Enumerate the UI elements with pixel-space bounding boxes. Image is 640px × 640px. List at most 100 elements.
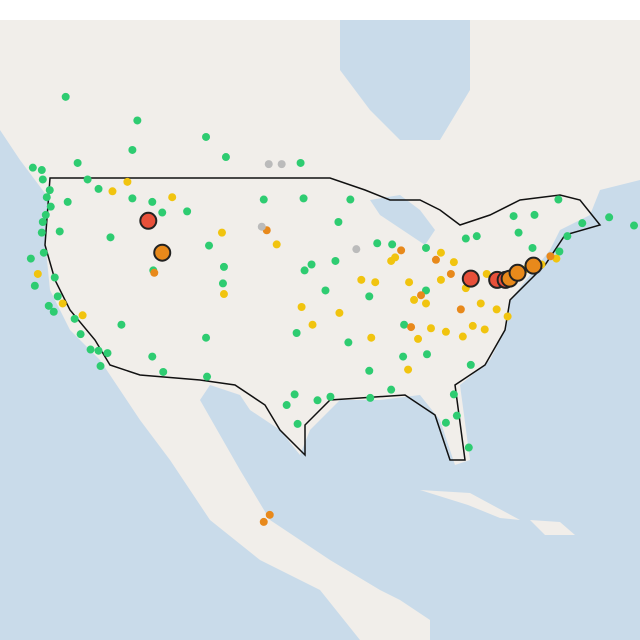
monitor-point xyxy=(326,392,335,401)
monitor-point xyxy=(139,211,158,230)
monitor-point xyxy=(344,338,353,347)
monitor-point xyxy=(26,254,35,263)
monitor-point xyxy=(563,232,572,241)
monitor-point xyxy=(367,333,376,342)
monitor-point xyxy=(218,279,227,288)
monitor-point xyxy=(55,227,64,236)
monitor-point xyxy=(476,299,485,308)
monitor-point xyxy=(436,248,445,257)
monitor-point xyxy=(530,210,539,219)
monitor-point xyxy=(514,228,523,237)
monitor-point xyxy=(219,262,228,271)
monitor-point xyxy=(38,175,47,184)
monitor-point xyxy=(400,320,409,329)
monitor-point xyxy=(41,210,50,219)
monitor-point xyxy=(546,252,555,261)
monitor-point xyxy=(452,411,461,420)
monitor-point xyxy=(50,273,59,282)
monitor-point xyxy=(83,175,92,184)
monitor-point xyxy=(397,246,406,255)
monitor-point xyxy=(365,366,374,375)
monitor-point xyxy=(45,186,54,195)
monitor-point xyxy=(480,325,489,334)
monitor-point xyxy=(371,278,380,287)
monitor-point xyxy=(464,443,473,452)
monitor-point xyxy=(313,396,322,405)
monitor-point xyxy=(123,177,132,186)
monitor-point xyxy=(321,286,330,295)
monitor-point xyxy=(387,256,396,265)
monitor-point xyxy=(202,333,211,342)
monitor-point xyxy=(103,349,112,358)
monitor-point xyxy=(458,332,467,341)
monitor-point xyxy=(334,217,343,226)
monitor-point xyxy=(482,269,491,278)
monitor-point xyxy=(417,291,426,300)
monitor-point xyxy=(468,321,477,330)
us-border xyxy=(44,177,602,461)
monitor-point xyxy=(259,195,268,204)
monitor-point xyxy=(449,390,458,399)
monitor-point xyxy=(277,160,286,169)
monitor-point xyxy=(422,299,431,308)
monitor-point xyxy=(422,286,431,295)
monitor-point xyxy=(78,311,87,320)
monitor-point xyxy=(508,263,527,282)
monitor-point xyxy=(221,153,230,162)
monitor-point xyxy=(431,255,440,264)
monitor-point xyxy=(257,222,266,231)
monitor-point xyxy=(94,346,103,355)
monitor-point xyxy=(259,517,268,526)
monitor-point xyxy=(296,158,305,167)
monitor-point xyxy=(436,275,445,284)
monitor-point xyxy=(414,334,423,343)
monitor-point xyxy=(387,385,396,394)
monitor-point xyxy=(106,233,115,242)
monitor-point xyxy=(76,330,85,339)
land xyxy=(0,20,640,640)
monitor-point xyxy=(44,301,53,310)
monitor-point xyxy=(346,195,355,204)
monitor-point xyxy=(292,328,301,337)
monitor-point xyxy=(422,243,431,252)
monitor-point xyxy=(578,219,587,228)
hudson-bay xyxy=(340,20,470,140)
monitor-point xyxy=(153,243,172,262)
monitor-point xyxy=(159,367,168,376)
monitor-point xyxy=(73,158,82,167)
monitor-point xyxy=(61,92,70,101)
monitor-point xyxy=(282,401,291,410)
monitor-point xyxy=(128,145,137,154)
cuba xyxy=(420,490,520,520)
monitor-point xyxy=(404,365,413,374)
monitor-point xyxy=(307,260,316,269)
monitor-point xyxy=(605,213,614,222)
monitor-point xyxy=(509,212,518,221)
monitor-point xyxy=(37,228,46,237)
monitor-point xyxy=(264,160,273,169)
monitor-point xyxy=(405,278,414,287)
monitor-point xyxy=(426,324,435,333)
monitor-point xyxy=(63,197,72,206)
monitor-point xyxy=(265,510,274,519)
monitor-point xyxy=(290,390,299,399)
monitor-point xyxy=(365,292,374,301)
monitor-point xyxy=(492,305,501,314)
monitor-point xyxy=(46,202,55,211)
monitor-point xyxy=(300,266,309,275)
monitor-point xyxy=(183,207,192,216)
monitor-point xyxy=(472,232,481,241)
monitor-point xyxy=(219,290,228,299)
monitor-point xyxy=(37,166,46,175)
monitor-point xyxy=(446,269,455,278)
monitor-point xyxy=(33,269,42,278)
monitor-point xyxy=(555,247,564,256)
monitor-point xyxy=(86,345,95,354)
monitor-point xyxy=(554,195,563,204)
monitor-point xyxy=(42,193,51,202)
monitor-point xyxy=(202,132,211,141)
monitor-point xyxy=(96,362,105,371)
monitor-point xyxy=(308,320,317,329)
